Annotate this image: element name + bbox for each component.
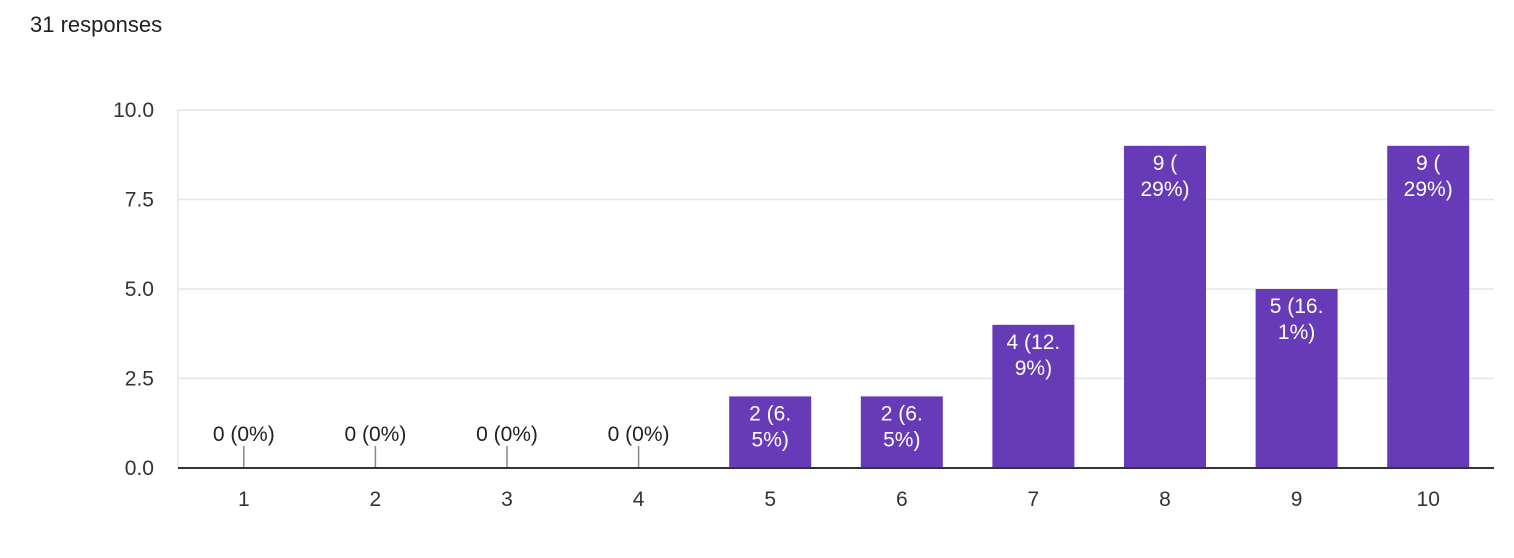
x-tick-label: 5 <box>764 488 776 511</box>
bar-data-label: 5%) <box>883 428 920 451</box>
bar <box>860 396 943 468</box>
x-tick-label: 6 <box>896 488 908 511</box>
bar-data-label: 0 (0%) <box>608 423 670 446</box>
bar <box>1124 145 1206 469</box>
x-tick-label: 4 <box>633 488 645 511</box>
bar-data-label: 29%) <box>1404 178 1453 201</box>
bar <box>729 396 812 468</box>
bar-data-label: 9 ( <box>1416 152 1441 175</box>
x-tick-label: 3 <box>501 488 513 511</box>
x-tick-label: 7 <box>1028 488 1040 511</box>
bar-data-label: 0 (0%) <box>476 423 538 446</box>
y-tick-label: 10.0 <box>113 99 154 122</box>
response-count: 31 responses <box>30 12 163 37</box>
bar-data-label: 9%) <box>1015 357 1052 380</box>
x-tick-label: 8 <box>1159 488 1171 511</box>
bar-data-label: 9 ( <box>1153 152 1178 175</box>
y-tick-label: 5.0 <box>125 278 154 301</box>
bar-data-label: 2 (6. <box>881 402 923 425</box>
y-tick-label: 0.0 <box>125 457 154 480</box>
bar <box>1387 145 1470 469</box>
bar-data-label: 0 (0%) <box>213 423 275 446</box>
x-tick-label: 10 <box>1417 488 1440 511</box>
bar-data-label: 0 (0%) <box>344 423 406 446</box>
bar <box>992 324 1075 468</box>
x-tick-label: 9 <box>1291 488 1303 511</box>
y-tick-label: 2.5 <box>125 368 154 391</box>
x-tick-label: 1 <box>238 488 250 511</box>
bar <box>1255 289 1338 468</box>
bar-data-label: 29%) <box>1140 178 1189 201</box>
bar-data-label: 5%) <box>752 428 789 451</box>
bar-data-label: 5 (16. <box>1270 295 1324 318</box>
bar-data-label: 1%) <box>1278 321 1315 344</box>
bar-data-label: 2 (6. <box>749 402 791 425</box>
y-tick-label: 7.5 <box>125 189 154 212</box>
x-tick-label: 2 <box>370 488 382 511</box>
bar-data-label: 4 (12. <box>1007 331 1061 354</box>
